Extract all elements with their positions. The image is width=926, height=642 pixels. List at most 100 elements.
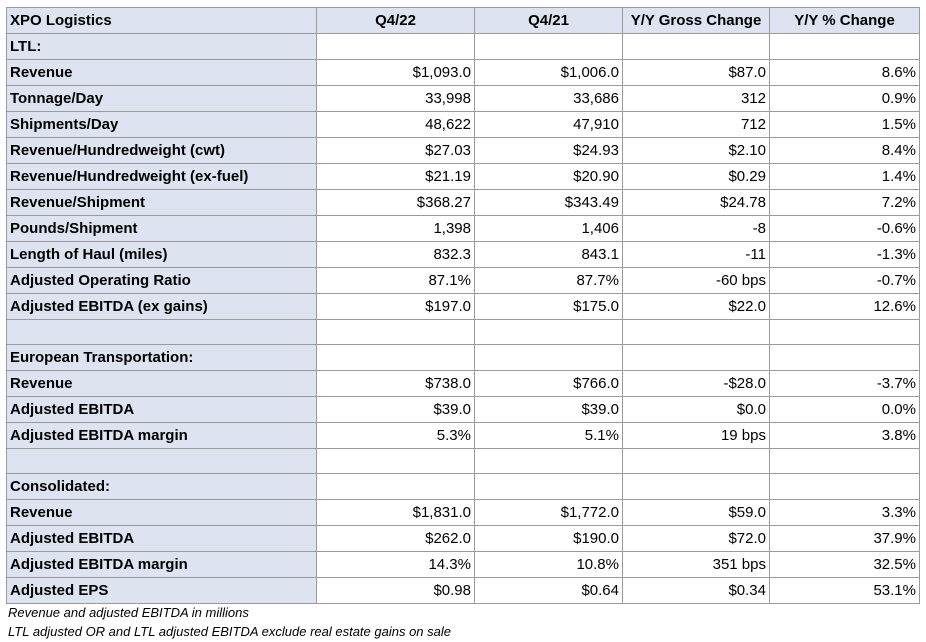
q4-21-value: $0.64 [474,577,623,604]
yy-gross-change: 712 [622,111,770,138]
yy-gross-change: $24.78 [622,189,770,216]
table-row: Revenue/Shipment $368.27 $343.49 $24.78 7.2% [6,189,920,216]
q4-21-value: $39.0 [474,396,623,423]
header-q4-22: Q4/22 [316,7,475,34]
yy-pct-change: -0.7% [769,267,920,294]
header-q4-21: Q4/21 [474,7,623,34]
row-label: Adjusted EPS [6,577,317,604]
row-label: Pounds/Shipment [6,215,317,242]
q4-22-value [316,448,475,474]
spacer-row [6,448,920,474]
q4-22-value: 14.3% [316,551,475,578]
row-label: LTL: [6,33,317,60]
yy-pct-change [769,473,920,500]
table-row: Pounds/Shipment 1,398 1,406 -8 -0.6% [6,215,920,242]
row-label: Adjusted EBITDA (ex gains) [6,293,317,320]
header-company: XPO Logistics [6,7,317,34]
yy-pct-change: 53.1% [769,577,920,604]
row-label: Revenue [6,59,317,86]
yy-gross-change: $0.34 [622,577,770,604]
table-row: Adjusted EBITDA margin 14.3% 10.8% 351 bps 3… [6,551,920,578]
row-label: Revenue/Hundredweight (ex-fuel) [6,163,317,190]
q4-21-value: 10.8% [474,551,623,578]
yy-pct-change: -3.7% [769,370,920,397]
table-row: Consolidated: [6,473,920,500]
yy-pct-change: -1.3% [769,241,920,268]
yy-gross-change [622,344,770,371]
header-yy-pct-change: Y/Y % Change [769,7,920,34]
q4-22-value [316,344,475,371]
yy-gross-change [622,448,770,474]
yy-pct-change: -0.6% [769,215,920,242]
yy-pct-change: 3.8% [769,422,920,449]
yy-pct-change: 1.4% [769,163,920,190]
yy-pct-change: 0.9% [769,85,920,112]
yy-gross-change: -8 [622,215,770,242]
q4-22-value: $27.03 [316,137,475,164]
row-label: Shipments/Day [6,111,317,138]
yy-gross-change [622,33,770,60]
yy-gross-change: $22.0 [622,293,770,320]
q4-21-value: $20.90 [474,163,623,190]
yy-pct-change [769,448,920,474]
q4-22-value: 33,998 [316,85,475,112]
row-label: Adjusted EBITDA [6,525,317,552]
yy-pct-change [769,33,920,60]
q4-22-value: $21.19 [316,163,475,190]
table-row: Tonnage/Day 33,998 33,686 312 0.9% [6,85,920,112]
yy-gross-change: $0.0 [622,396,770,423]
q4-22-value: $262.0 [316,525,475,552]
row-label: Length of Haul (miles) [6,241,317,268]
q4-21-value: $24.93 [474,137,623,164]
q4-21-value [474,448,623,474]
yy-pct-change: 12.6% [769,293,920,320]
q4-22-value: 832.3 [316,241,475,268]
yy-gross-change: 351 bps [622,551,770,578]
yy-pct-change [769,344,920,371]
row-label: Tonnage/Day [6,85,317,112]
header-yy-gross-change: Y/Y Gross Change [622,7,770,34]
yy-pct-change: 32.5% [769,551,920,578]
table-body: XPO Logistics Q4/22 Q4/21 Y/Y Gross Chan… [6,7,920,604]
row-label: Revenue [6,499,317,526]
footnotes: Revenue and adjusted EBITDA in millions … [8,603,451,641]
yy-pct-change [769,319,920,345]
q4-21-value [474,473,623,500]
yy-gross-change: $72.0 [622,525,770,552]
row-label [6,448,317,474]
table-row: Adjusted EBITDA $262.0 $190.0 $72.0 37.9% [6,525,920,552]
table-row: Revenue/Hundredweight (ex-fuel) $21.19 $20… [6,163,920,190]
table-row: Length of Haul (miles) 832.3 843.1 -11 -1.3% [6,241,920,268]
yy-pct-change: 8.4% [769,137,920,164]
q4-22-value: $0.98 [316,577,475,604]
row-label: Revenue/Shipment [6,189,317,216]
row-label: Adjusted Operating Ratio [6,267,317,294]
yy-gross-change: $87.0 [622,59,770,86]
yy-gross-change: $0.29 [622,163,770,190]
q4-21-value: $175.0 [474,293,623,320]
table-row: Adjusted EBITDA margin 5.3% 5.1% 19 bps 3.8% [6,422,920,449]
q4-22-value: 1,398 [316,215,475,242]
yy-gross-change: $2.10 [622,137,770,164]
yy-gross-change: $59.0 [622,499,770,526]
q4-22-value: 48,622 [316,111,475,138]
table-row: Revenue/Hundredweight (cwt) $27.03 $24.93 $… [6,137,920,164]
q4-22-value: $1,093.0 [316,59,475,86]
row-label [6,319,317,345]
q4-21-value: 1,406 [474,215,623,242]
table-row: Adjusted Operating Ratio 87.1% 87.7% -60 bp… [6,267,920,294]
q4-21-value: $1,006.0 [474,59,623,86]
table-row: Revenue $1,093.0 $1,006.0 $87.0 8.6% [6,59,920,86]
row-label: Adjusted EBITDA margin [6,422,317,449]
q4-21-value [474,319,623,345]
q4-21-value: 87.7% [474,267,623,294]
xpo-results-table: XPO Logistics Q4/22 Q4/21 Y/Y Gross Chan… [6,7,920,604]
q4-22-value: 5.3% [316,422,475,449]
q4-21-value [474,33,623,60]
row-label: Consolidated: [6,473,317,500]
q4-22-value [316,33,475,60]
q4-21-value: $1,772.0 [474,499,623,526]
row-label: Adjusted EBITDA [6,396,317,423]
q4-21-value: 47,910 [474,111,623,138]
yy-gross-change: 19 bps [622,422,770,449]
